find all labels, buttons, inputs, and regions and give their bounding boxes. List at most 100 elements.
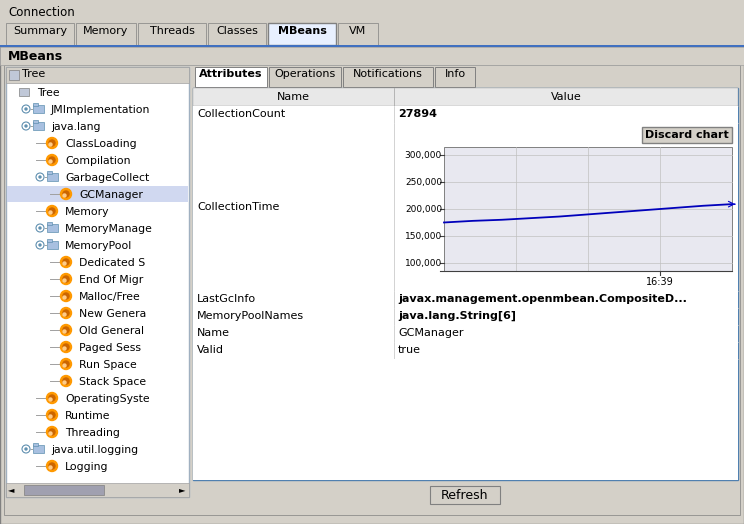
- Text: Compilation: Compilation: [65, 156, 130, 166]
- Text: Tree: Tree: [22, 69, 45, 79]
- Text: Memory: Memory: [65, 207, 109, 217]
- Text: Refresh: Refresh: [441, 489, 489, 502]
- Bar: [33, 105, 44, 113]
- Text: 250,000: 250,000: [405, 178, 442, 187]
- Circle shape: [63, 296, 66, 299]
- Bar: [33, 443, 38, 446]
- Circle shape: [22, 105, 30, 113]
- Text: CollectionTime: CollectionTime: [197, 202, 280, 212]
- Bar: [76, 23, 136, 45]
- Circle shape: [36, 241, 44, 249]
- Bar: [193, 291, 738, 308]
- Circle shape: [25, 108, 27, 110]
- Circle shape: [36, 224, 44, 232]
- Bar: [47, 171, 52, 174]
- Bar: [195, 67, 267, 87]
- Circle shape: [63, 259, 69, 265]
- Circle shape: [49, 429, 55, 435]
- Circle shape: [63, 327, 69, 333]
- Bar: [193, 308, 738, 325]
- Text: 150,000: 150,000: [405, 232, 442, 241]
- Bar: [435, 67, 475, 87]
- Bar: [138, 23, 206, 45]
- Circle shape: [63, 347, 66, 350]
- Bar: [24, 485, 104, 495]
- Bar: [6, 67, 189, 83]
- Text: Dedicated S: Dedicated S: [79, 258, 145, 268]
- Text: Malloc/Free: Malloc/Free: [79, 292, 141, 302]
- Circle shape: [46, 392, 57, 403]
- Circle shape: [60, 290, 71, 301]
- Circle shape: [63, 310, 69, 316]
- Text: 200,000: 200,000: [405, 205, 442, 214]
- Text: true: true: [398, 345, 421, 355]
- Circle shape: [39, 227, 41, 229]
- Circle shape: [63, 293, 69, 299]
- Circle shape: [46, 155, 57, 166]
- Bar: [193, 123, 738, 291]
- Circle shape: [36, 173, 44, 181]
- Circle shape: [60, 189, 71, 200]
- Text: New Genera: New Genera: [79, 309, 147, 319]
- Circle shape: [63, 276, 69, 282]
- Bar: [7, 186, 188, 202]
- Bar: [47, 224, 58, 232]
- Text: Logging: Logging: [65, 462, 109, 472]
- Circle shape: [46, 409, 57, 420]
- Circle shape: [49, 398, 52, 401]
- Bar: [642, 127, 732, 143]
- Bar: [0, 0, 744, 22]
- Text: OperatingSyste: OperatingSyste: [65, 394, 150, 404]
- Circle shape: [63, 262, 66, 265]
- Text: ◄: ◄: [8, 485, 14, 494]
- Circle shape: [49, 463, 55, 469]
- Bar: [6, 23, 74, 45]
- Bar: [47, 173, 58, 181]
- Bar: [47, 222, 52, 225]
- Circle shape: [63, 344, 69, 350]
- Text: 16:39: 16:39: [646, 277, 674, 287]
- Bar: [19, 88, 29, 96]
- Text: Threads: Threads: [150, 26, 194, 36]
- Text: CollectionCount: CollectionCount: [197, 109, 285, 119]
- Text: Attributes: Attributes: [199, 69, 263, 79]
- Bar: [0, 22, 744, 46]
- Circle shape: [63, 313, 66, 316]
- Text: GarbageCollect: GarbageCollect: [65, 173, 150, 183]
- Circle shape: [63, 381, 66, 384]
- Circle shape: [63, 279, 66, 282]
- Text: GCManager: GCManager: [398, 328, 464, 338]
- Circle shape: [63, 378, 69, 384]
- Bar: [6, 483, 189, 497]
- Circle shape: [49, 143, 52, 146]
- Text: End Of Migr: End Of Migr: [79, 275, 144, 285]
- Circle shape: [49, 140, 55, 146]
- Bar: [338, 23, 378, 45]
- Circle shape: [60, 257, 71, 267]
- Text: MemoryManage: MemoryManage: [65, 224, 153, 234]
- Bar: [33, 120, 38, 123]
- Circle shape: [39, 244, 41, 246]
- Bar: [269, 67, 341, 87]
- Circle shape: [49, 160, 52, 163]
- Text: Old General: Old General: [79, 326, 144, 336]
- Text: Connection: Connection: [8, 6, 74, 19]
- Bar: [193, 325, 738, 342]
- Text: 27894: 27894: [398, 109, 437, 119]
- Bar: [268, 23, 336, 45]
- Text: Run Space: Run Space: [79, 360, 137, 370]
- Bar: [33, 122, 44, 130]
- Text: Notifications: Notifications: [353, 69, 423, 79]
- Circle shape: [63, 361, 69, 367]
- Bar: [47, 239, 52, 242]
- Bar: [0, 45, 744, 47]
- Text: Operations: Operations: [275, 69, 336, 79]
- Text: Threading: Threading: [65, 428, 120, 438]
- Text: Value: Value: [551, 92, 581, 102]
- Circle shape: [46, 205, 57, 216]
- Text: ClassLoading: ClassLoading: [65, 139, 137, 149]
- Text: Paged Sess: Paged Sess: [79, 343, 141, 353]
- Circle shape: [49, 415, 52, 418]
- Bar: [33, 445, 44, 453]
- Circle shape: [25, 448, 27, 450]
